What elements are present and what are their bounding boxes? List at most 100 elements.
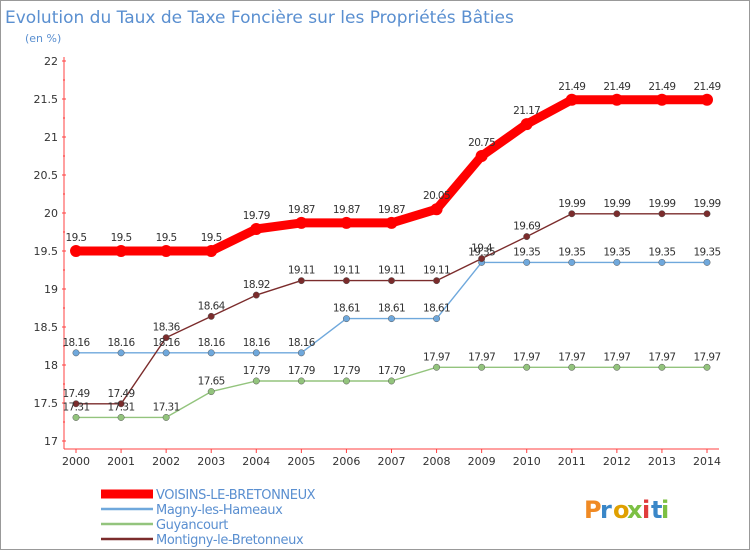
data-label: 18.61: [378, 303, 405, 315]
data-point: [478, 255, 486, 263]
data-point: [613, 363, 621, 371]
data-label: 18.16: [243, 337, 271, 349]
x-tick-label: 2012: [603, 455, 631, 468]
y-tick-label: 18.5: [34, 321, 59, 334]
data-point: [568, 363, 576, 371]
legend: VOISINS-LE-BRETONNEUXMagny-les-HameauxGu…: [101, 488, 316, 548]
data-point: [703, 210, 711, 218]
data-point: [297, 377, 305, 385]
data-point: [433, 315, 441, 323]
y-tick-label: 21.5: [34, 93, 59, 106]
data-label: 19.87: [378, 204, 405, 216]
y-tick-label: 19: [44, 283, 58, 296]
x-tick-label: 2005: [287, 455, 315, 468]
data-point: [701, 93, 713, 106]
data-label: 19.69: [513, 221, 540, 233]
logo-letter: P: [584, 496, 602, 524]
data-label: 17.97: [423, 351, 450, 363]
data-label: 21.17: [513, 105, 540, 117]
data-label: 17.79: [243, 365, 270, 377]
data-label: 21.49: [558, 81, 585, 93]
data-label: 19.79: [243, 210, 270, 222]
data-point: [72, 400, 80, 408]
data-label: 17.49: [62, 388, 89, 400]
data-label: 20.05: [423, 190, 450, 202]
data-point: [342, 315, 350, 323]
data-point: [162, 349, 170, 357]
y-tick-label: 18: [44, 359, 58, 372]
data-label: 17.97: [558, 351, 585, 363]
data-point: [613, 258, 621, 266]
data-label: 19.87: [288, 204, 315, 216]
data-label: 19.87: [333, 204, 360, 216]
data-label: 17.97: [603, 351, 630, 363]
data-label: 18.16: [108, 337, 136, 349]
x-tick-label: 2011: [558, 455, 586, 468]
data-label: 17.31: [62, 401, 89, 413]
data-point: [433, 363, 441, 371]
data-point: [568, 210, 576, 218]
data-label: 17.49: [108, 388, 135, 400]
legend-label: VOISINS-LE-BRETONNEUX: [156, 488, 316, 503]
legend-label: Magny-les-Hameaux: [156, 503, 283, 518]
data-label: 21.49: [648, 81, 675, 93]
logo-letter: o: [613, 496, 630, 524]
data-point: [207, 312, 215, 320]
data-label: 19.5: [111, 232, 132, 244]
data-point: [523, 233, 531, 241]
data-point: [297, 349, 305, 357]
logo-letter: i: [642, 496, 650, 524]
data-point: [388, 277, 395, 285]
data-label: 19.35: [693, 246, 720, 258]
data-label: 19.35: [468, 246, 495, 258]
x-tick-label: 2010: [513, 455, 541, 468]
data-label: 18.61: [333, 303, 360, 315]
data-point: [117, 349, 125, 357]
data-point: [342, 377, 350, 385]
x-tick-label: 2003: [197, 455, 225, 468]
data-label: 19.99: [603, 198, 630, 210]
data-label: 17.97: [693, 351, 720, 363]
data-point: [205, 245, 218, 257]
x-tick-label: 2013: [648, 455, 676, 468]
logo-letter: i: [661, 496, 669, 524]
data-point: [523, 363, 531, 371]
data-label: 18.92: [243, 279, 270, 291]
data-point: [568, 258, 576, 266]
data-label: 19.5: [201, 232, 222, 244]
data-point: [162, 413, 170, 421]
series-layer: [70, 93, 713, 421]
data-point: [297, 277, 305, 285]
data-point: [342, 277, 350, 285]
y-tick-label: 20: [44, 207, 58, 220]
data-point: [295, 216, 308, 229]
y-tick-label: 17: [44, 435, 58, 448]
data-label: 19.99: [693, 198, 720, 210]
data-point: [250, 222, 263, 235]
data-label: 19.5: [66, 232, 87, 244]
data-point: [388, 377, 395, 385]
data-label: 19.35: [603, 246, 630, 258]
data-label: 18.16: [288, 337, 316, 349]
data-point: [475, 150, 488, 162]
data-point: [658, 258, 666, 266]
data-label: 17.79: [333, 365, 360, 377]
data-point: [703, 363, 711, 371]
data-point: [478, 363, 486, 371]
data-point: [565, 93, 578, 106]
data-point: [117, 400, 125, 408]
data-point: [72, 413, 80, 421]
data-label: 21.49: [603, 81, 630, 93]
axes: 17 17.5 18 18.5 19 19.5 20 20.5 21 21.5 22 2000 2001…: [34, 55, 722, 468]
x-tick-label: 2014: [693, 455, 721, 468]
data-point: [340, 216, 353, 229]
data-label: 17.31: [108, 401, 135, 413]
data-label: 19.35: [558, 246, 585, 258]
data-point: [252, 349, 260, 357]
data-label: 19.11: [333, 265, 360, 277]
x-tick-label: 2008: [423, 455, 451, 468]
data-label: 19.4: [471, 243, 493, 255]
data-point: [385, 216, 398, 229]
